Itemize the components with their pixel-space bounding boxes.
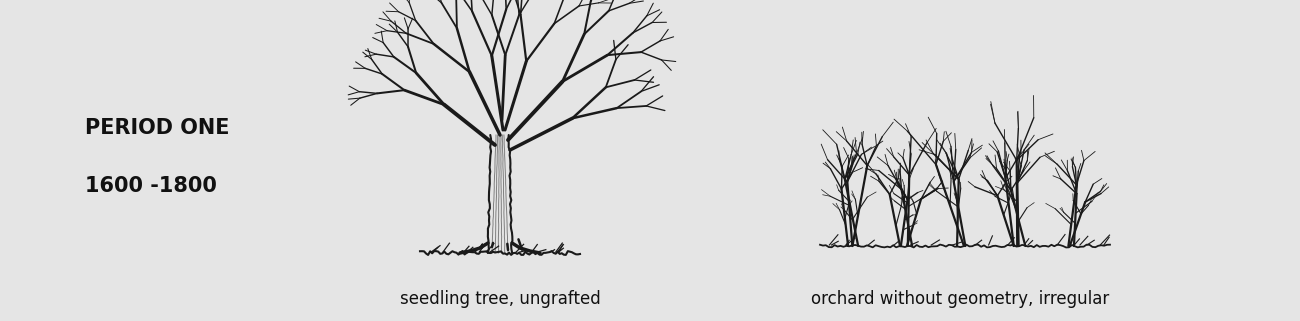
Text: PERIOD ONE: PERIOD ONE	[84, 118, 230, 138]
Text: seedling tree, ungrafted: seedling tree, ungrafted	[399, 290, 601, 308]
Text: 1600 -1800: 1600 -1800	[84, 176, 217, 196]
Text: orchard without geometry, irregular: orchard without geometry, irregular	[811, 290, 1109, 308]
